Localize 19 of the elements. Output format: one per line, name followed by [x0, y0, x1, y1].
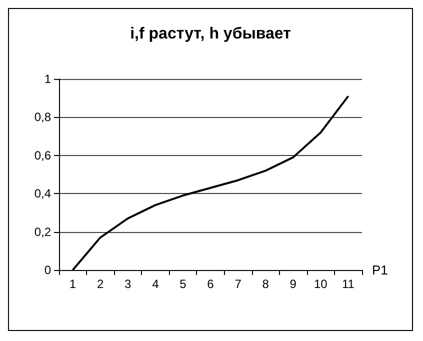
x-tick-label: 8 [262, 277, 270, 291]
y-tick-label: 0 [44, 263, 52, 277]
x-tick-label: 2 [96, 277, 104, 291]
x-tick-label: 3 [124, 277, 132, 291]
y-tick-label: 0,4 [34, 186, 52, 201]
y-tick-label: 0,8 [34, 110, 52, 124]
x-tick-label: 5 [180, 277, 187, 291]
x-axis-title: P1 [372, 262, 388, 278]
x-tick-label: 6 [207, 277, 214, 291]
y-tick-label: 0,6 [34, 148, 52, 162]
x-tick-label: 9 [290, 277, 297, 291]
x-tick-label: 10 [314, 277, 328, 291]
x-tick-label: 1 [69, 277, 76, 291]
y-tick-label: 0,2 [34, 224, 52, 239]
x-tick-label: 4 [152, 277, 160, 291]
x-tick-label: 7 [234, 277, 242, 291]
y-tick-label: 1 [44, 72, 52, 86]
chart-title: i,f растут, h убывает [130, 26, 292, 42]
x-tick-label: 11 [342, 277, 355, 291]
